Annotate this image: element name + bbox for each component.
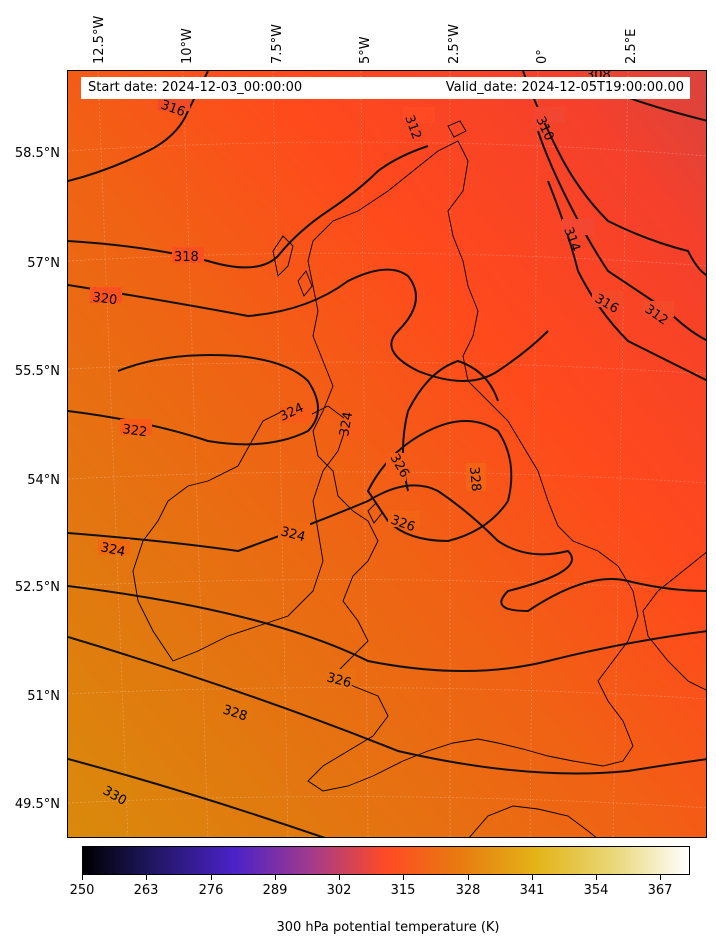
colorbar-tick-mark — [339, 875, 340, 880]
contour-326 — [68, 585, 706, 672]
contour-328 — [68, 636, 706, 775]
contour-label-324-west: 324 — [99, 540, 126, 560]
continent-coast — [642, 552, 706, 691]
colorbar-tick-mark — [532, 875, 533, 880]
contour-label-322: 322 — [121, 422, 148, 440]
lat-label-54n: 54°N — [27, 473, 60, 488]
colorbar-tick-mark — [596, 875, 597, 880]
lon-label-2-5w: 2.5°W — [447, 23, 462, 64]
great-britain-coast — [307, 140, 639, 792]
colorbar-tick-label: 250 — [69, 883, 95, 898]
colorbar-tick-mark — [468, 875, 469, 880]
contour-310 — [522, 71, 706, 276]
colorbar-tick-mark — [403, 875, 404, 880]
colorbar-tick-label: 302 — [326, 883, 352, 898]
contour-label-318: 318 — [174, 250, 199, 265]
colorbar-tick-label: 354 — [583, 883, 609, 898]
map-canvas: 316 308 310 312 314 316 312 318 320 322 … — [68, 71, 706, 837]
lon-label-0: 0° — [535, 49, 550, 64]
colorbar-tick-label: 315 — [390, 883, 416, 898]
contour-312 — [537, 130, 706, 342]
contour-label-324-irish-sea: 324 — [279, 524, 307, 545]
lat-label-58-5n: 58.5°N — [14, 146, 60, 161]
contour-label-328: 328 — [221, 703, 249, 725]
colorbar-tick-mark — [211, 875, 212, 880]
colorbar-tick-label: 289 — [262, 883, 288, 898]
start-date: Start date: 2024-12-03_00:00:00 — [88, 80, 303, 95]
contour-label-326-south-wales: 326 — [325, 670, 353, 691]
colorbar-gradient — [83, 847, 689, 874]
lon-label-10w: 10°W — [180, 28, 195, 64]
contour-label-324-centre: 324 — [337, 411, 356, 438]
contour-318 — [68, 145, 429, 269]
lon-label-5w: 5°W — [358, 36, 373, 64]
lon-label-2-5e: 2.5°E — [624, 28, 639, 64]
colorbar — [82, 846, 690, 875]
date-info-box: Start date: 2024-12-03_00:00:00 Valid_da… — [81, 77, 690, 99]
colorbar-tick-mark — [82, 875, 83, 880]
contour-330 — [68, 758, 326, 837]
hebrides-coast — [272, 235, 294, 277]
lat-label-55-5n: 55.5°N — [14, 364, 60, 379]
lat-label-52-5n: 52.5°N — [14, 580, 60, 595]
colorbar-tick-label: 341 — [519, 883, 545, 898]
lat-label-49-5n: 49.5°N — [14, 797, 60, 812]
valid-date: Valid_date: 2024-12-05T19:00:00.00 — [445, 80, 684, 95]
lat-label-51n: 51°N — [27, 689, 60, 704]
colorbar-tick-mark — [146, 875, 147, 880]
colorbar-tick-mark — [275, 875, 276, 880]
graticule — [68, 71, 706, 837]
colorbar-tick-label: 263 — [133, 883, 159, 898]
colorbar-tick-label: 367 — [647, 883, 673, 898]
coastlines — [132, 120, 706, 837]
lat-label-57n: 57°N — [27, 256, 60, 271]
lon-label-7-5w: 7.5°W — [270, 23, 285, 64]
contour-label-320: 320 — [91, 290, 118, 308]
contour-322 — [68, 354, 319, 446]
contour-326-inner — [366, 420, 513, 543]
map-panel[interactable]: 316 308 310 312 314 316 312 318 320 322 … — [67, 70, 707, 838]
contour-324 — [68, 484, 706, 613]
colorbar-tick-mark — [660, 875, 661, 880]
colorbar-tick-label: 328 — [455, 883, 481, 898]
colorbar-tick-label: 276 — [198, 883, 224, 898]
colorbar-title: 300 hPa potential temperature (K) — [276, 920, 500, 935]
lon-label-12-5w: 12.5°W — [92, 15, 107, 64]
contour-label-328-east: 328 — [466, 466, 483, 492]
